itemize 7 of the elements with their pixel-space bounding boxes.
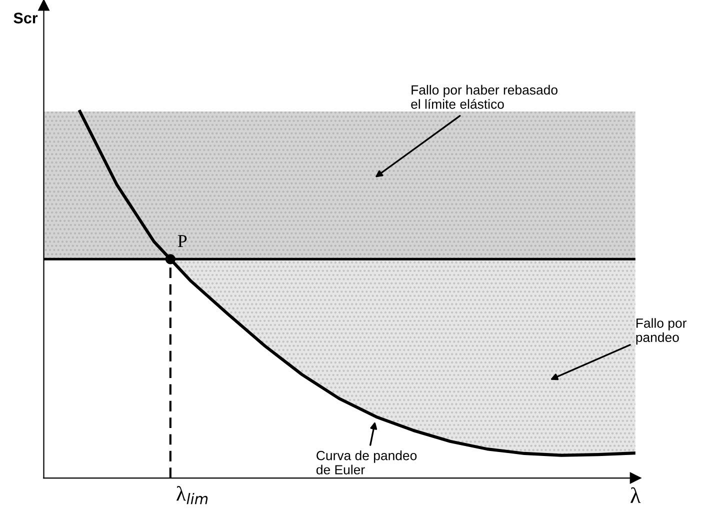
text: λ$_{lim}$ — [176, 486, 208, 504]
annotation: Curva de pandeo de Euler — [316, 450, 417, 474]
text: Fallo por haber rebasado el límite elástico — [411, 84, 558, 109]
annotation: P — [178, 235, 187, 247]
x-axis-title: λ — [630, 487, 641, 503]
text: Scr — [14, 12, 38, 24]
text: Fallo por pandeo — [636, 318, 687, 345]
